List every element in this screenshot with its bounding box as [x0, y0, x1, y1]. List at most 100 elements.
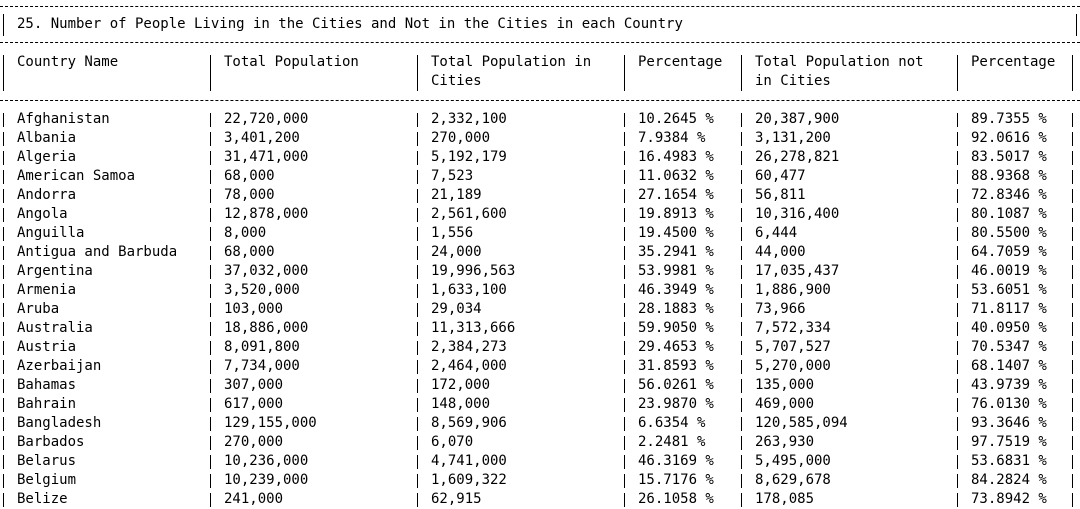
title-left-border: [3, 14, 4, 36]
cell-total-population: 270,000: [224, 434, 284, 450]
cell-population-in-cities: 8,569,906: [431, 415, 507, 431]
cell-percentage-in-cities: 15.7176 %: [638, 472, 714, 488]
column-border: [741, 265, 742, 279]
column-border: [624, 474, 625, 488]
cell-population-not-in-cities: 5,495,000: [755, 453, 831, 469]
column-border: [417, 208, 418, 222]
header-border-4: [741, 55, 742, 91]
column-border: [741, 170, 742, 184]
column-border: [417, 379, 418, 393]
cell-country-name: Australia: [17, 320, 93, 336]
column-border: [741, 208, 742, 222]
column-border: [624, 151, 625, 165]
cell-population-not-in-cities: 6,444: [755, 225, 798, 241]
header-border-6: [1072, 55, 1073, 91]
header-border-3: [624, 55, 625, 91]
cell-percentage-in-cities: 31.8593 %: [638, 358, 714, 374]
column-border: [210, 398, 211, 412]
cell-percentage-not-in-cities: 84.2824 %: [971, 472, 1047, 488]
cell-percentage-in-cities: 29.4653 %: [638, 339, 714, 355]
column-border: [741, 379, 742, 393]
column-border: [417, 398, 418, 412]
column-border: [417, 493, 418, 507]
column-border: [957, 246, 958, 260]
column-border: [210, 113, 211, 127]
column-border: [210, 303, 211, 317]
column-border: [3, 246, 4, 260]
column-border: [1072, 284, 1073, 298]
column-border: [1072, 113, 1073, 127]
column-border: [957, 379, 958, 393]
cell-country-name: Belize: [17, 491, 68, 507]
cell-total-population: 78,000: [224, 187, 275, 203]
column-border: [957, 474, 958, 488]
column-border: [210, 417, 211, 431]
cell-percentage-in-cities: 11.0632 %: [638, 168, 714, 184]
cell-percentage-in-cities: 28.1883 %: [638, 301, 714, 317]
cell-total-population: 8,000: [224, 225, 267, 241]
cell-population-not-in-cities: 178,085: [755, 491, 815, 507]
cell-percentage-not-in-cities: 83.5017 %: [971, 149, 1047, 165]
column-border: [1072, 322, 1073, 336]
header-bottom-rule: [0, 100, 1080, 101]
column-border: [624, 170, 625, 184]
column-border: [624, 303, 625, 317]
cell-percentage-in-cities: 35.2941 %: [638, 244, 714, 260]
cell-percentage-in-cities: 26.1058 %: [638, 491, 714, 507]
column-border: [1072, 379, 1073, 393]
column-border: [741, 132, 742, 146]
column-border: [1072, 227, 1073, 241]
column-border: [957, 113, 958, 127]
column-border: [957, 170, 958, 184]
column-border: [210, 246, 211, 260]
column-border: [741, 493, 742, 507]
column-border: [3, 398, 4, 412]
column-border: [417, 189, 418, 203]
column-border: [3, 170, 4, 184]
column-border: [417, 132, 418, 146]
column-border: [1072, 417, 1073, 431]
column-border: [210, 208, 211, 222]
column-border: [624, 379, 625, 393]
cell-population-not-in-cities: 73,966: [755, 301, 806, 317]
cell-country-name: Andorra: [17, 187, 77, 203]
column-border: [3, 151, 4, 165]
column-border: [957, 398, 958, 412]
column-border: [3, 417, 4, 431]
cell-total-population: 129,155,000: [224, 415, 317, 431]
column-header-country-name: Country Name: [17, 54, 119, 70]
column-border: [3, 208, 4, 222]
column-border: [3, 284, 4, 298]
cell-total-population: 617,000: [224, 396, 284, 412]
cell-country-name: Angola: [17, 206, 68, 222]
column-border: [3, 113, 4, 127]
header-border-2: [417, 55, 418, 91]
cell-country-name: Afghanistan: [17, 111, 110, 127]
cell-country-name: Bahamas: [17, 377, 77, 393]
cell-country-name: Barbados: [17, 434, 85, 450]
cell-country-name: Armenia: [17, 282, 77, 298]
column-border: [1072, 493, 1073, 507]
cell-population-in-cities: 270,000: [431, 130, 491, 146]
column-border: [741, 436, 742, 450]
title-right-border: [1076, 14, 1077, 36]
column-border: [417, 474, 418, 488]
cell-percentage-not-in-cities: 53.6051 %: [971, 282, 1047, 298]
cell-country-name: Austria: [17, 339, 77, 355]
cell-percentage-in-cities: 19.4500 %: [638, 225, 714, 241]
cell-population-not-in-cities: 60,477: [755, 168, 806, 184]
column-border: [417, 436, 418, 450]
column-border: [3, 132, 4, 146]
cell-country-name: Belarus: [17, 453, 77, 469]
column-border: [3, 227, 4, 241]
column-border: [1072, 455, 1073, 469]
column-border: [624, 132, 625, 146]
column-border: [957, 189, 958, 203]
cell-percentage-not-in-cities: 43.9739 %: [971, 377, 1047, 393]
cell-population-not-in-cities: 120,585,094: [755, 415, 848, 431]
column-border: [741, 360, 742, 374]
column-border: [624, 113, 625, 127]
column-border: [210, 151, 211, 165]
cell-percentage-not-in-cities: 88.9368 %: [971, 168, 1047, 184]
column-border: [417, 322, 418, 336]
